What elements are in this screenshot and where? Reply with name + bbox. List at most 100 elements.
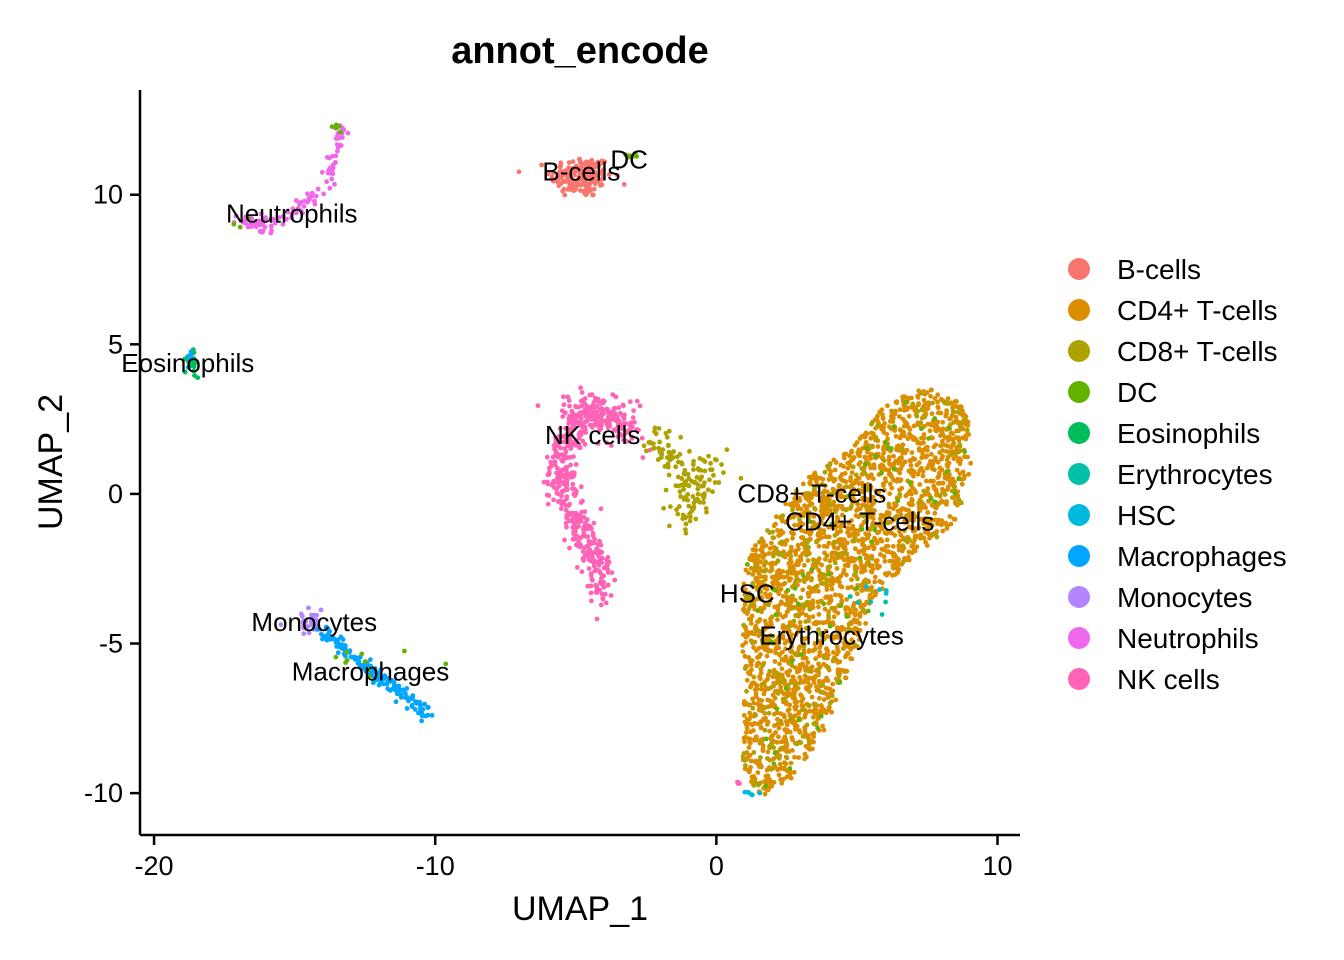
point — [826, 707, 832, 713]
point — [818, 683, 824, 689]
point — [314, 626, 320, 632]
point — [935, 419, 941, 425]
point — [570, 481, 576, 487]
point — [665, 461, 671, 467]
point — [584, 543, 590, 549]
point — [905, 557, 910, 563]
point — [806, 474, 812, 480]
point — [569, 408, 575, 414]
point — [611, 410, 616, 415]
point — [561, 439, 567, 445]
point — [929, 411, 935, 417]
point — [545, 501, 551, 507]
point — [827, 700, 833, 706]
point — [824, 512, 830, 517]
point — [798, 595, 804, 601]
point — [759, 708, 764, 714]
point — [352, 656, 358, 662]
point — [368, 663, 373, 669]
point — [600, 172, 606, 178]
point — [595, 159, 601, 165]
point — [864, 511, 870, 517]
point — [756, 571, 762, 576]
point — [327, 165, 333, 171]
point — [566, 518, 572, 524]
point — [947, 514, 953, 519]
point — [917, 482, 923, 487]
point — [558, 445, 563, 451]
point — [811, 676, 817, 682]
point — [721, 470, 726, 475]
chart-title: annot_encode — [451, 30, 709, 72]
point — [769, 741, 774, 746]
point — [875, 444, 881, 449]
cluster-label-macrophages: Macrophages — [292, 656, 450, 686]
legend-item-macrophages: Macrophages — [1068, 541, 1287, 572]
point — [800, 587, 806, 593]
point — [773, 546, 779, 551]
point — [746, 745, 752, 750]
point — [600, 398, 606, 404]
point — [643, 448, 649, 454]
point — [844, 614, 850, 619]
point — [820, 708, 826, 714]
point — [770, 633, 776, 639]
point — [306, 196, 312, 202]
point — [856, 475, 862, 481]
point — [744, 677, 750, 683]
point — [933, 487, 939, 492]
point — [742, 757, 748, 763]
point — [903, 399, 909, 405]
point — [391, 683, 397, 688]
point — [862, 432, 868, 438]
point — [801, 576, 807, 582]
point — [866, 475, 872, 481]
point — [552, 446, 557, 452]
point — [780, 614, 786, 620]
point — [599, 575, 604, 581]
point — [687, 518, 693, 524]
point — [960, 469, 966, 475]
legend-swatch — [1068, 586, 1090, 608]
point — [879, 494, 885, 500]
point — [414, 700, 419, 706]
point — [805, 558, 811, 563]
point — [828, 503, 834, 508]
point — [596, 164, 602, 169]
point — [879, 546, 885, 552]
point — [281, 213, 286, 219]
point — [911, 423, 917, 429]
point — [544, 454, 550, 460]
point — [588, 167, 594, 173]
point — [807, 689, 812, 694]
point — [862, 461, 868, 467]
point — [584, 517, 590, 522]
point — [814, 539, 819, 545]
point — [778, 777, 784, 782]
point — [747, 710, 753, 716]
point — [792, 623, 797, 628]
point — [834, 644, 840, 649]
point — [830, 681, 836, 687]
point — [932, 396, 938, 401]
point — [921, 432, 927, 437]
point — [897, 538, 902, 544]
point — [817, 645, 823, 650]
point — [757, 790, 763, 796]
point — [790, 687, 796, 693]
point — [567, 455, 573, 460]
point — [588, 541, 594, 547]
point — [959, 481, 965, 487]
legend-swatch — [1068, 381, 1090, 403]
legend-item-b-cells: B-cells — [1068, 254, 1201, 285]
point — [752, 559, 758, 565]
point — [809, 731, 815, 737]
point — [782, 739, 787, 744]
point — [945, 464, 950, 469]
point — [561, 499, 567, 504]
point — [813, 584, 819, 590]
point — [387, 688, 393, 693]
point — [755, 608, 761, 614]
x-ticks: -20 -10 0 10 — [135, 835, 1013, 881]
point — [921, 414, 927, 420]
